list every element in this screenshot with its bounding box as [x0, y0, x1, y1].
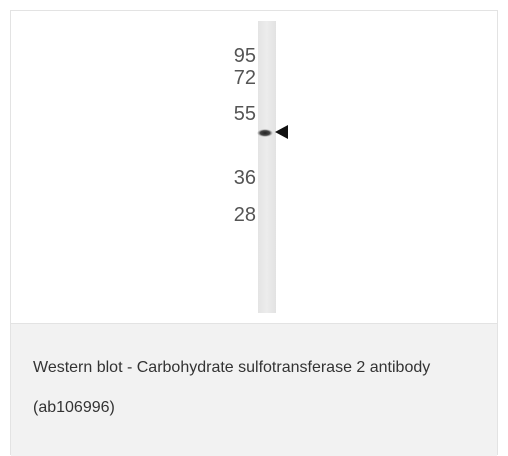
figure-card: 95 72 55 36 28 Western blot - Carbohydra… — [10, 10, 498, 455]
lane — [258, 21, 276, 313]
marker-label: 55 — [234, 103, 256, 125]
marker-label: 36 — [234, 167, 256, 189]
arrow — [275, 125, 288, 139]
blot-image: 95 72 55 36 28 — [11, 11, 497, 323]
marker-label: 95 — [234, 45, 256, 67]
marker-label: 72 — [234, 67, 256, 89]
band — [257, 129, 273, 137]
caption: Western blot - Carbohydrate sulfotransfe… — [33, 348, 463, 428]
blot: 95 72 55 36 28 — [11, 11, 497, 323]
marker-label: 28 — [234, 204, 256, 226]
page: 95 72 55 36 28 Western blot - Carbohydra… — [0, 0, 508, 455]
caption-area: Western blot - Carbohydrate sulfotransfe… — [11, 323, 497, 456]
